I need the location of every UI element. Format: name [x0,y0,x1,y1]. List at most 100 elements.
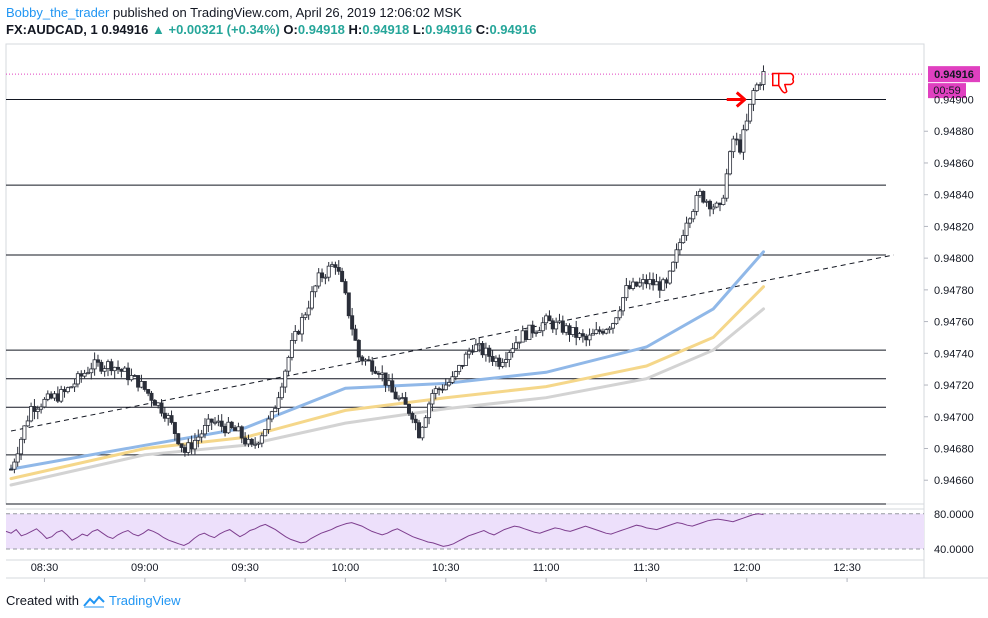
candle-body [631,281,636,289]
tradingview-brand[interactable]: TradingView [108,593,181,608]
moving-average-0 [9,250,765,471]
candle-body [42,398,47,408]
candle-body [109,361,114,372]
price-tick-label: 0.94880 [934,126,974,138]
candle-body [219,420,224,427]
candle-body [530,324,535,334]
price-tick-label: 0.94780 [934,285,974,297]
candle-body [55,393,60,402]
candle-body [45,393,50,400]
candle-body [534,331,539,334]
candle-body [420,426,425,439]
candle-body [721,197,726,205]
candle-body [718,202,723,205]
candle-body [751,90,756,105]
time-tick-label: 11:00 [533,562,560,574]
candle-body [323,276,328,279]
candle-body [697,190,702,196]
candle-body [413,418,418,424]
candle-body [52,393,57,399]
candle-body [500,362,505,367]
symbol-label: FX:AUDCAD, 1 [6,22,98,37]
candle-body [443,384,448,391]
candle-body [671,261,676,272]
candle-body [467,350,472,355]
candle-body [39,406,44,410]
candle-body [309,291,314,309]
candle-body [664,279,669,284]
candle-body [557,320,562,323]
candle-body [360,356,365,362]
candle-body [406,404,411,414]
candle-body [393,391,398,400]
candle-body [296,330,301,335]
rsi-line [5,513,764,547]
candle-body [758,84,763,86]
candle-body [554,321,559,330]
candle-body [166,415,171,419]
candle-body [289,340,294,358]
candle-body [493,357,498,362]
quote-line: FX:AUDCAD, 1 0.94916 ▲ +0.00321 (+0.34%)… [6,21,536,38]
candle-body [35,408,40,412]
price-change: +0.00321 (+0.34%) [168,22,280,37]
candle-body [614,317,619,325]
candle-body [550,320,555,330]
candle-body [741,129,746,153]
candle-body [169,415,174,423]
close-value: 0.94916 [489,22,537,37]
candle-body [102,368,107,372]
candle-body [159,402,164,414]
thumb-cuff [772,72,780,87]
candle-body [574,327,579,338]
last-price-label: 0.94916 [934,69,974,81]
candle-body [266,418,271,430]
low-label: L: [412,22,426,37]
candle-body [199,433,204,438]
candle-body [333,264,338,268]
candle-body [356,339,361,358]
footer: Created with TradingView [6,592,181,609]
candle-body [417,422,422,439]
tradingview-logo-icon [83,595,105,608]
countdown-label: 00:59 [933,85,961,97]
candle-body [69,386,74,389]
candle-body [567,325,572,335]
candle-body [330,264,335,267]
candle-body [647,279,652,285]
candle-body [182,447,187,453]
open-value: 0.94918 [297,22,345,37]
candle-body [641,279,646,284]
candle-body [373,370,378,374]
candle-body [216,420,221,423]
candle-body [306,307,311,316]
candle-body [126,367,131,381]
candle-body [731,138,736,153]
candle-body [691,211,696,220]
candle-body [313,285,318,293]
candle-body [610,323,615,329]
author-link[interactable]: Bobby_the_trader [6,5,110,20]
candle-body [540,322,545,332]
candle-body [249,438,254,445]
candle-body [584,335,589,341]
candle-body [279,386,284,399]
candle-body [213,421,218,424]
price-chart[interactable]: 0.94916 00:590.94900 0.94880 0.94860 0.94840… [0,0,988,590]
candle-body [604,329,609,334]
candle-body [380,372,385,375]
candle-body [142,381,147,390]
candle-body [667,270,672,284]
candle-body [564,325,569,333]
candle-body [617,310,622,319]
candle-body [463,353,468,366]
candle-body [457,364,462,372]
candle-body [423,417,428,428]
candle-body [597,329,602,332]
candle-body [172,422,177,435]
candle-body [276,397,281,409]
candle-body [75,373,80,385]
candle-body [283,370,288,388]
candle-body [524,330,529,340]
time-tick-label: 09:30 [231,562,259,574]
